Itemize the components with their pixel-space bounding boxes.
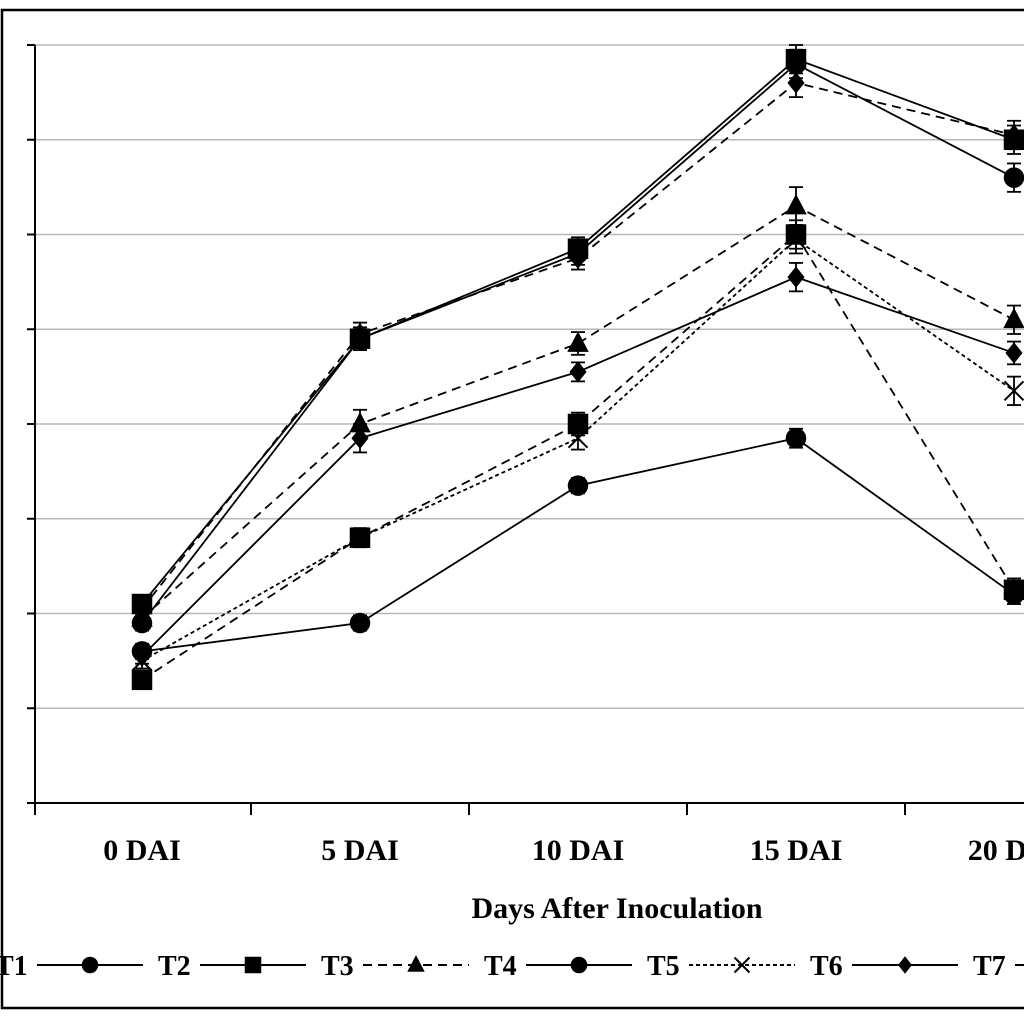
series-line: [141, 233, 1015, 681]
x-tick-label: 0 DAI: [103, 834, 181, 867]
data-point: [569, 247, 587, 269]
legend-marker: [244, 956, 262, 974]
x-tick-label: 20 DAI: [968, 834, 1024, 867]
legend-marker: [570, 956, 588, 974]
data-point: [1003, 307, 1024, 329]
data-point: [351, 323, 369, 345]
legend-item-t5: T5: [647, 951, 795, 982]
legend-label: T7: [973, 951, 1006, 982]
legend-marker: [733, 956, 751, 974]
legend-item-t4: T4: [484, 951, 632, 982]
data-point: [567, 331, 589, 352]
data-point: [1005, 124, 1023, 146]
data-point: [1003, 579, 1024, 601]
data-point: [785, 224, 807, 245]
legend-item-t6: T6: [810, 951, 958, 982]
data-point: [349, 612, 371, 634]
data-point: [567, 413, 589, 435]
legend-label: T5: [647, 951, 680, 982]
legend-marker: [81, 956, 99, 974]
series-t5: [131, 224, 1024, 672]
chart-frame: [0, 8, 1024, 1010]
data-point: [785, 194, 807, 215]
series-t7: [131, 219, 1024, 691]
legend-marker: [407, 955, 425, 972]
x-tick-label: 15 DAI: [750, 834, 843, 867]
legend-label: T1: [0, 951, 28, 982]
series-t8: [133, 67, 1023, 620]
legend: T1T2T3T4T5T6T7T8: [0, 951, 1024, 982]
series-line: [141, 81, 1015, 610]
legend-item-t3: T3: [321, 951, 469, 982]
x-tick-labels: 0 DAI 5 DAI 10 DAI 15 DAI 20 DAI: [103, 834, 1024, 867]
series-group: [131, 44, 1024, 691]
legend-label: T2: [158, 951, 191, 982]
gridlines: [35, 44, 1024, 710]
data-point: [1005, 342, 1023, 364]
series-t4: [131, 427, 1024, 662]
legend-marker: [898, 956, 912, 974]
data-point: [349, 527, 371, 548]
legend-item-t7: T7: [973, 951, 1024, 982]
data-point: [1003, 167, 1024, 188]
legend-label: T4: [484, 951, 517, 982]
series-t6: [133, 262, 1023, 667]
x-tick-label: 10 DAI: [532, 834, 625, 867]
x-tick-label: 5 DAI: [321, 834, 399, 867]
data-point: [787, 266, 805, 288]
legend-label: T3: [321, 951, 354, 982]
data-point: [131, 669, 153, 691]
legend-item-t2: T2: [158, 951, 306, 982]
x-axis-label: Days After Inoculation: [471, 892, 762, 925]
data-point: [567, 475, 589, 496]
data-point: [133, 598, 151, 620]
data-point: [351, 427, 369, 449]
data-point: [785, 427, 807, 449]
axis-ticks: [27, 44, 906, 815]
data-point: [569, 361, 587, 383]
data-point: [1003, 380, 1024, 402]
data-point: [787, 72, 805, 94]
series-line: [141, 437, 1015, 653]
data-point: [785, 48, 807, 70]
legend-label: T6: [810, 951, 843, 982]
legend-item-t1: T1: [0, 951, 143, 982]
data-point: [133, 645, 151, 667]
